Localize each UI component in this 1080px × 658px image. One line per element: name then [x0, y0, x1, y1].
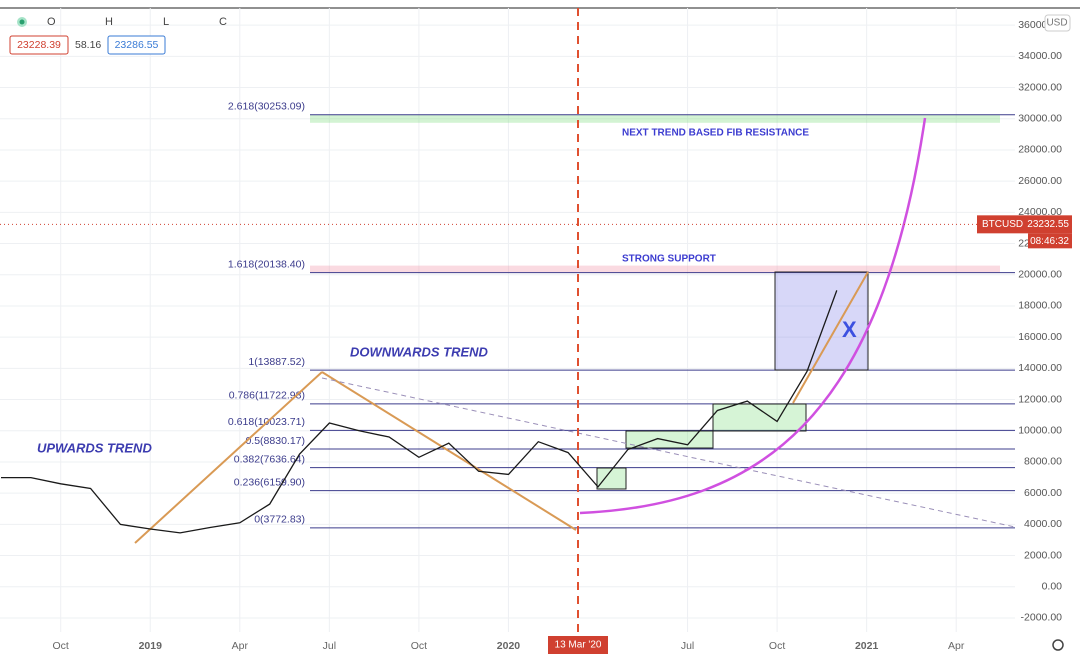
- fib-label: 0.382(7636.64): [234, 453, 305, 465]
- resistance-band: [310, 114, 1000, 123]
- ohlc-value: 58.16: [75, 39, 101, 51]
- y-tick-label: 20000.00: [1018, 269, 1062, 281]
- ohlc-field: O: [47, 16, 56, 28]
- y-tick-label: 6000.00: [1024, 487, 1062, 499]
- annotation: X: [842, 317, 857, 342]
- step-box: [625, 430, 714, 449]
- trend-line: [321, 377, 1016, 528]
- drawings: [134, 8, 1016, 632]
- y-tick-label: 0.00: [1042, 581, 1063, 593]
- y-tick-label: 12000.00: [1018, 393, 1062, 405]
- y-tick-label: 16000.00: [1018, 331, 1062, 343]
- currency-badge[interactable]: [1044, 14, 1071, 32]
- y-tick-label: 30000.00: [1018, 113, 1062, 125]
- fib-label: 0.786(11722.98): [229, 390, 305, 402]
- ohlc-field: H: [105, 16, 113, 28]
- fib-label: 0.5(8830.17): [245, 435, 305, 447]
- crosshair-label: 13 Mar '20: [555, 640, 602, 651]
- step-box: [712, 403, 807, 432]
- fib-label: 1.618(20138.40): [228, 258, 305, 270]
- ohlc-field: C: [219, 16, 227, 28]
- annotation: UPWARDS TREND: [37, 440, 152, 455]
- fib-label: 0(3772.83): [254, 514, 305, 526]
- fib-label: 1(13887.52): [248, 356, 305, 368]
- y-tick-label: 24000.00: [1018, 206, 1062, 218]
- x-tick-label: Apr: [948, 640, 965, 652]
- parabolic-curve: [579, 117, 927, 515]
- x-tick-label: Oct: [411, 640, 427, 652]
- ohlc-field: L: [163, 16, 169, 28]
- annotation: NEXT TREND BASED FIB RESISTANCE: [622, 128, 809, 139]
- fib-label: 2.618(30253.09): [228, 101, 305, 113]
- y-tick-label: 32000.00: [1018, 81, 1062, 93]
- y-tick-label: 10000.00: [1018, 425, 1062, 437]
- y-tick-label: 18000.00: [1018, 300, 1062, 312]
- support-band: [310, 265, 1000, 273]
- status-dot: [19, 19, 25, 25]
- ohlc-box: [9, 35, 69, 55]
- annotation: STRONG SUPPORT: [622, 254, 716, 265]
- y-tick-label: 26000.00: [1018, 175, 1062, 187]
- last-price-label: 23232.55: [1027, 219, 1069, 230]
- x-tick-label: Oct: [53, 640, 69, 652]
- x-tick-label: 2021: [855, 640, 879, 652]
- symbol-label: BTCUSD: [982, 219, 1023, 230]
- countdown: 08:46:32: [1030, 236, 1069, 247]
- step-box: [596, 467, 627, 490]
- x-tick-label: Apr: [232, 640, 249, 652]
- trend-line: [321, 371, 577, 531]
- trend-line: [134, 371, 323, 544]
- x-tick-label: Jul: [681, 640, 694, 652]
- countdown-bg: [1028, 233, 1072, 249]
- currency: USD: [1046, 18, 1067, 29]
- crosshair-label-bg: [548, 636, 608, 654]
- y-tick-label: 2000.00: [1024, 549, 1062, 561]
- x-tick-label: Oct: [769, 640, 785, 652]
- y-tick-label: 8000.00: [1024, 456, 1062, 468]
- price-label-bg: [977, 215, 1072, 234]
- y-tick-label: -2000.00: [1021, 612, 1063, 624]
- trend-line: [792, 271, 869, 404]
- ohlc-box: [107, 35, 166, 55]
- x-tick-label: 2019: [139, 640, 163, 652]
- y-tick-label: 34000.00: [1018, 50, 1062, 62]
- ohlc-value: 23228.39: [17, 39, 61, 51]
- price-line: [1, 290, 838, 534]
- settings-icon[interactable]: [1052, 639, 1064, 651]
- y-tick-label: 28000.00: [1018, 144, 1062, 156]
- annotation: DOWNWARDS TREND: [350, 344, 489, 359]
- ohlc-value: 23286.55: [115, 39, 159, 51]
- y-tick-label: 14000.00: [1018, 362, 1062, 374]
- x-tick-label: Jul: [323, 640, 336, 652]
- x-tick-label: 2020: [497, 640, 521, 652]
- y-tick-label: 4000.00: [1024, 518, 1062, 530]
- fib-label: 0.236(6159.90): [234, 476, 305, 488]
